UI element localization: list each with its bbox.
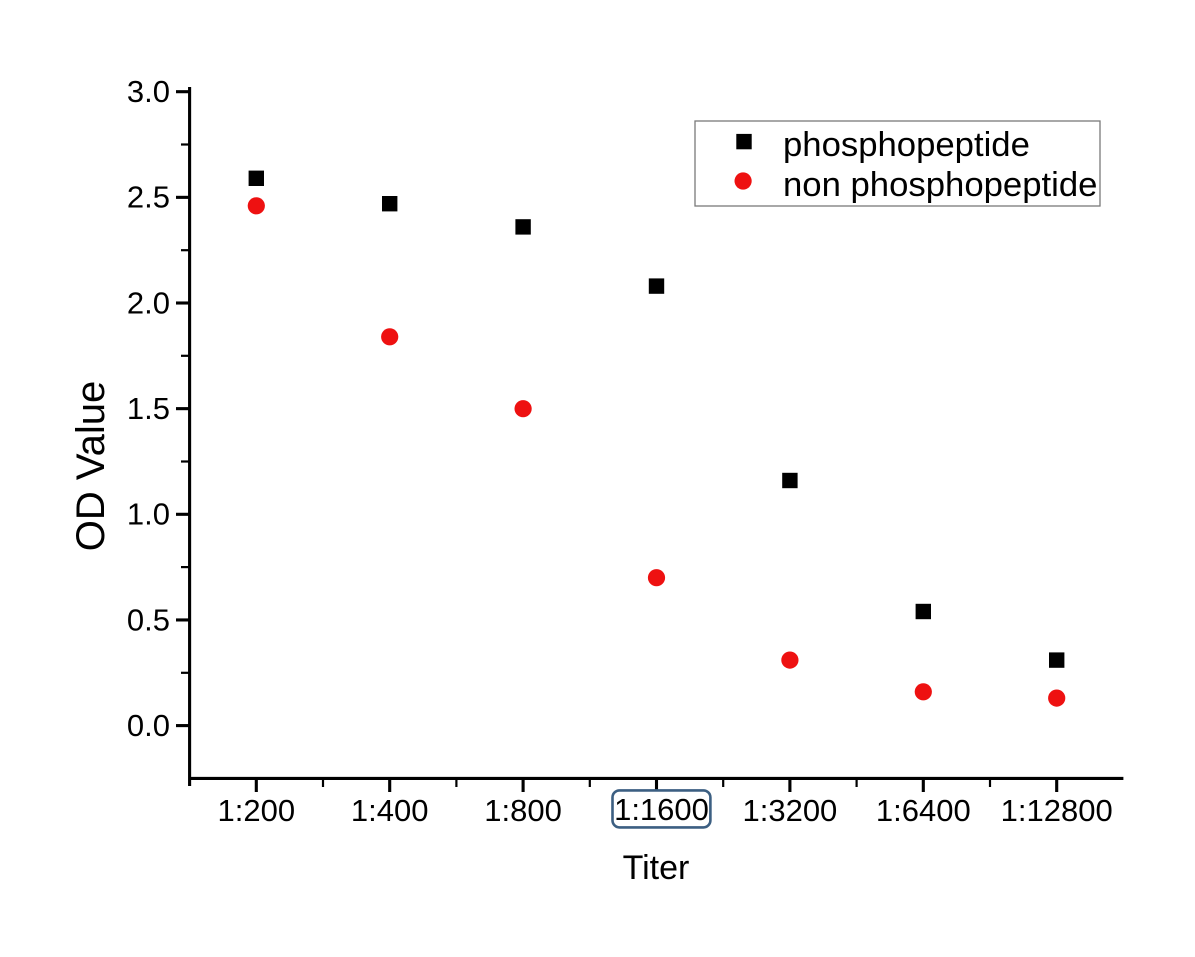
- svg-text:OD Value: OD Value: [69, 381, 113, 551]
- svg-text:phosphopeptide: phosphopeptide: [783, 126, 1030, 164]
- svg-text:1:1600: 1:1600: [614, 792, 709, 827]
- svg-text:1:400: 1:400: [351, 793, 429, 828]
- svg-text:2.0: 2.0: [127, 285, 170, 320]
- svg-text:1.5: 1.5: [127, 391, 170, 426]
- svg-text:1:800: 1:800: [484, 793, 562, 828]
- svg-text:1:3200: 1:3200: [742, 793, 837, 828]
- svg-text:1:6400: 1:6400: [876, 793, 971, 828]
- svg-text:Titer: Titer: [623, 849, 690, 887]
- svg-text:3.0: 3.0: [127, 74, 170, 109]
- svg-text:0.0: 0.0: [127, 708, 170, 743]
- svg-text:0.5: 0.5: [127, 602, 170, 637]
- svg-text:non phosphopeptide: non phosphopeptide: [783, 166, 1097, 204]
- svg-text:1:12800: 1:12800: [1001, 793, 1113, 828]
- svg-text:2.5: 2.5: [127, 180, 170, 215]
- svg-text:1:200: 1:200: [218, 793, 296, 828]
- svg-text:1.0: 1.0: [127, 497, 170, 532]
